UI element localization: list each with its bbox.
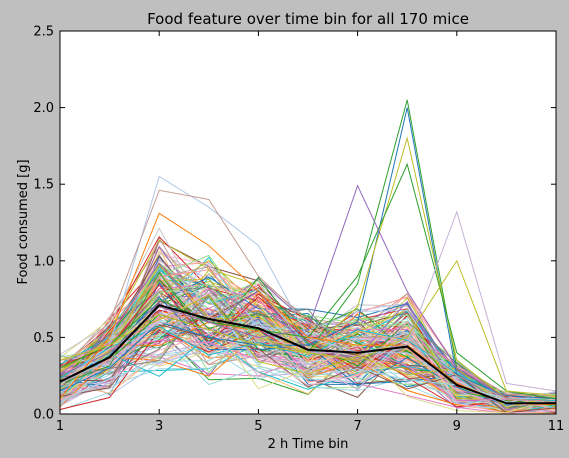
mouse-trace-mouse-g xyxy=(59,189,557,403)
mouse-trace-mouse-b xyxy=(59,107,557,400)
mouse-trace-line xyxy=(59,271,557,406)
mouse-trace-line xyxy=(59,324,557,404)
mouse-trace-line xyxy=(59,334,557,414)
x-axis-label: 2 h Time bin xyxy=(268,437,349,452)
mouse-trace-line xyxy=(59,305,557,414)
mouse-trace-line xyxy=(59,323,557,414)
mouse-trace-mouse-j xyxy=(59,259,557,397)
mean-line xyxy=(59,304,556,405)
mouse-trace-line xyxy=(59,294,557,409)
x-tick-label: 1 xyxy=(56,419,64,434)
y-tick-label: 2.5 xyxy=(33,25,54,40)
mouse-trace-line xyxy=(59,327,557,401)
y-tick-label: 0.0 xyxy=(33,408,54,423)
mouse-trace-line xyxy=(59,266,557,398)
x-tick-label: 9 xyxy=(453,419,461,434)
x-tick-label: 7 xyxy=(353,419,361,434)
mean-line-layer xyxy=(59,304,556,405)
x-tick-label: 3 xyxy=(155,419,163,434)
y-tick-label: 1.5 xyxy=(33,178,54,193)
mouse-trace-line xyxy=(59,311,557,412)
y-tick-label: 2.0 xyxy=(33,101,54,116)
y-tick-label: 1.0 xyxy=(33,254,54,269)
mouse-trace-line xyxy=(59,321,557,414)
mouse-trace-line xyxy=(59,262,557,404)
mouse-trace-line xyxy=(59,325,557,402)
mouse-trace-line xyxy=(59,297,557,409)
axis-ticks: 1 3 5 7 9 11 0.0 0.5 1.0 1.5 2.0 2.5 xyxy=(33,25,564,435)
plot-frame xyxy=(59,30,557,415)
mouse-trace-line xyxy=(59,337,557,407)
chart-title: Food feature over time bin for all 170 m… xyxy=(147,10,469,28)
y-tick-label: 0.5 xyxy=(33,331,54,346)
x-tick-label: 5 xyxy=(254,419,262,434)
x-tick-label: 11 xyxy=(548,419,565,434)
y-axis-label: Food consumed [g] xyxy=(16,159,31,284)
